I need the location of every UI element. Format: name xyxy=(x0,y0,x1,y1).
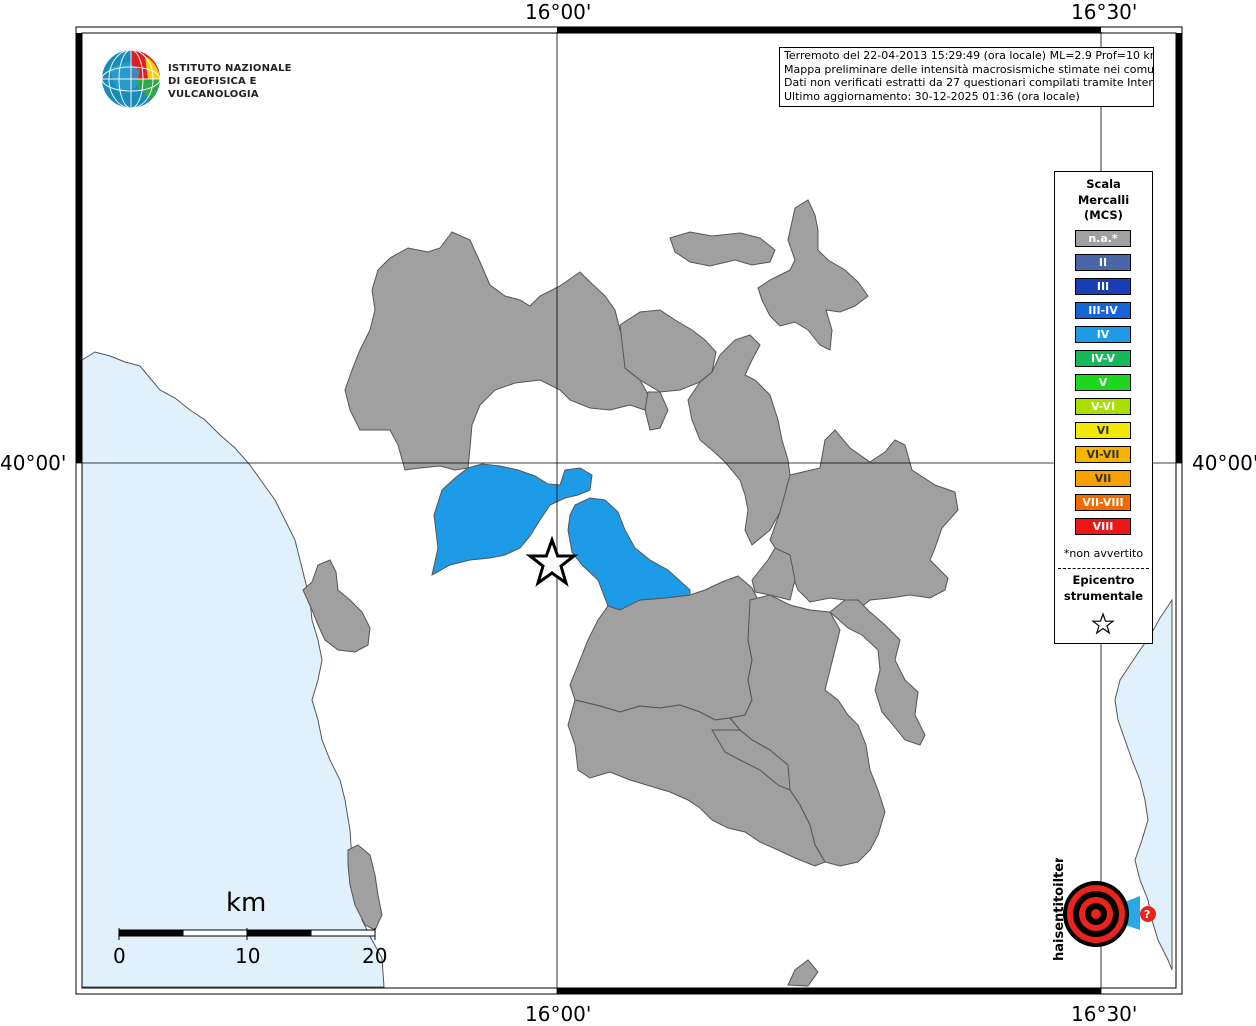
frame-bar-left xyxy=(76,33,82,463)
legend-item-vi-vii: VI-VII xyxy=(1075,446,1131,463)
municipality-south-main xyxy=(567,699,826,867)
ingv-globe-icon xyxy=(101,49,161,109)
municipality-iv-east xyxy=(567,497,691,611)
ingv-name-line-1: ISTITUTO NAZIONALE xyxy=(168,63,292,74)
municipality-iv-west xyxy=(431,463,593,576)
info-line-1: Terremoto del 22-04-2013 15:29:49 (ora l… xyxy=(784,49,1154,62)
info-line-2: Mappa preliminare delle intensità macros… xyxy=(784,62,1154,76)
coord-right-40-00: 40°00' xyxy=(1192,451,1256,475)
haisentito-logo: ? haisentitoilterremoto.it xyxy=(1032,788,1160,978)
legend-item-v-vi: V-VI xyxy=(1075,398,1131,415)
legend-title-1: Scala xyxy=(1086,177,1121,191)
legend-item-iv: IV xyxy=(1075,326,1131,343)
municipalities-na xyxy=(302,199,959,987)
coord-bottom-16-00: 16°00' xyxy=(525,1002,592,1026)
municipality-east-small-top xyxy=(669,231,776,267)
event-info-box: Terremoto del 22-04-2013 15:29:49 (ora l… xyxy=(779,47,1154,107)
scale-tick-10: 10 xyxy=(235,944,261,968)
scale-tick-20: 20 xyxy=(362,944,388,968)
legend-epicenter-1: Epicentro xyxy=(1072,573,1135,587)
legend-item-ii: II xyxy=(1075,254,1131,271)
info-line-4: Ultimo aggiornamento: 30-12-2025 01:36 (… xyxy=(784,89,1080,103)
ingv-name-line-2: DI GEOFISICA E VULCANOLOGIA xyxy=(168,76,259,100)
frame-bar-top xyxy=(557,27,1101,33)
municipality-north-small xyxy=(644,391,669,431)
municipality-north-east-hill xyxy=(619,309,717,393)
municipality-north-west xyxy=(344,231,651,471)
legend-item-na: n.a.* xyxy=(1075,230,1131,247)
legend-star-icon xyxy=(1091,612,1115,635)
legend-title-2: Mercalli xyxy=(1077,192,1130,207)
scale-tick-0: 0 xyxy=(113,944,126,968)
legend-item-vii-viii: VII-VIII xyxy=(1075,494,1131,511)
epicenter-star xyxy=(525,535,579,587)
municipalities-iv xyxy=(431,463,691,611)
legend-epicenter-2: strumentale xyxy=(1063,588,1144,603)
municipality-coastal-south xyxy=(347,844,383,931)
sea-east xyxy=(1114,598,1173,971)
legend-note: *non avvertito xyxy=(1063,547,1144,560)
ingv-logo: ISTITUTO NAZIONALE DI GEOFISICA E VULCAN… xyxy=(100,48,320,110)
scale-unit: km xyxy=(226,888,267,918)
mcs-legend: Scala Mercalli (MCS) n.a.* II III III-IV… xyxy=(1054,171,1153,644)
svg-text:?: ? xyxy=(1144,908,1150,921)
coord-left-40-00: 40°00' xyxy=(0,451,67,475)
frame-bar-right xyxy=(1176,33,1182,463)
municipality-south-ridge xyxy=(711,729,791,791)
scale-bar xyxy=(118,928,376,940)
municipality-coastal-west xyxy=(302,559,371,653)
legend-item-vii: VII xyxy=(1075,470,1131,487)
coord-top-16-30: 16°30' xyxy=(1071,0,1138,24)
coord-top-16-00: 16°00' xyxy=(525,0,592,24)
haisentito-text: haisentitoilterremoto.it xyxy=(1052,858,1067,961)
municipality-east-corridor xyxy=(751,547,796,601)
municipality-north-east-far xyxy=(757,199,869,351)
municipality-island-south xyxy=(787,959,819,987)
legend-item-iii: III xyxy=(1075,278,1131,295)
legend-item-iv-v: IV-V xyxy=(1075,350,1131,367)
info-line-3: Dati non verificati estratti da 27 quest… xyxy=(784,76,1154,89)
legend-title-3: (MCS) xyxy=(1084,208,1123,222)
haisentito-logo-icon: ? haisentitoilterremoto.it xyxy=(1052,788,1156,961)
legend-divider xyxy=(1058,568,1149,569)
legend-item-vi: VI xyxy=(1075,422,1131,439)
coord-bottom-16-30: 16°30' xyxy=(1071,1002,1138,1026)
municipality-east-coastal xyxy=(829,599,926,746)
legend-item-viii: VIII xyxy=(1075,518,1131,535)
municipality-south-central xyxy=(729,594,886,867)
municipality-east-big xyxy=(769,429,959,611)
frame-bar-bottom xyxy=(557,988,1101,994)
legend-item-v: V xyxy=(1075,374,1131,391)
legend-item-iii-iv: III-IV xyxy=(1075,302,1131,319)
